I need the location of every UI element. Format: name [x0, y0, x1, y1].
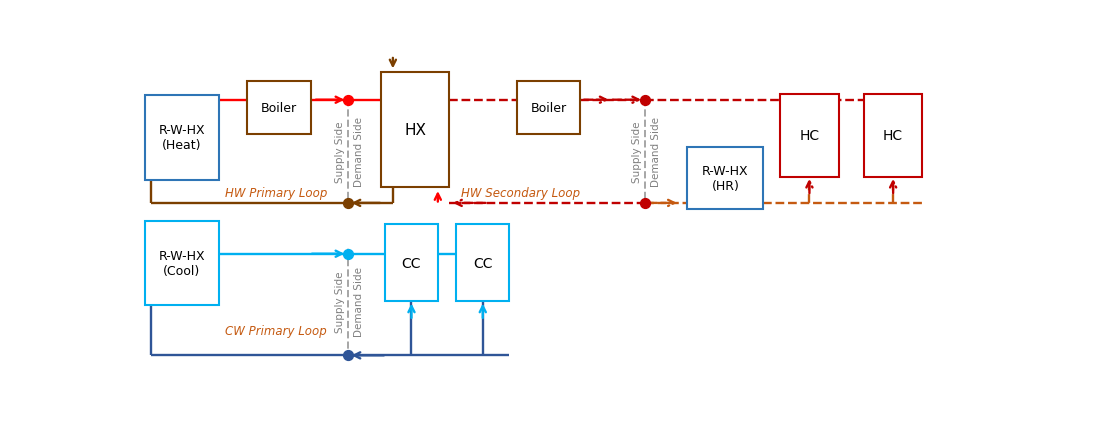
Text: HC: HC [800, 129, 819, 143]
Text: HW Secondary Loop: HW Secondary Loop [461, 186, 580, 199]
Bar [145, 96, 218, 181]
Text: CC: CC [473, 256, 493, 270]
Text: Demand Side: Demand Side [353, 267, 364, 337]
Text: Supply Side: Supply Side [632, 121, 642, 183]
Point [636, 200, 654, 207]
Point [339, 251, 357, 258]
Point [339, 352, 357, 359]
Text: R-W-HX
(Cool): R-W-HX (Cool) [158, 250, 205, 277]
Bar [247, 82, 310, 134]
Point [636, 97, 654, 104]
Bar [456, 225, 509, 302]
Text: R-W-HX
(Heat): R-W-HX (Heat) [158, 124, 205, 152]
Bar [145, 221, 218, 306]
Text: Supply Side: Supply Side [336, 121, 346, 183]
Text: CW Primary Loop: CW Primary Loop [225, 325, 327, 337]
Text: Demand Side: Demand Side [353, 117, 364, 187]
Point [339, 97, 357, 104]
Text: HX: HX [405, 123, 427, 138]
Point [339, 200, 357, 207]
Bar [864, 94, 923, 178]
Text: Boiler: Boiler [531, 102, 567, 115]
Bar [382, 73, 450, 188]
Text: Demand Side: Demand Side [651, 117, 660, 187]
Text: Supply Side: Supply Side [336, 271, 346, 332]
Text: Boiler: Boiler [261, 102, 297, 115]
Bar [385, 225, 438, 302]
Text: HW Primary Loop: HW Primary Loop [225, 186, 327, 199]
Bar [780, 94, 838, 178]
Text: CC: CC [402, 256, 421, 270]
Bar [688, 148, 764, 210]
Bar [517, 82, 580, 134]
Text: HC: HC [883, 129, 903, 143]
Text: R-W-HX
(HR): R-W-HX (HR) [702, 165, 748, 193]
